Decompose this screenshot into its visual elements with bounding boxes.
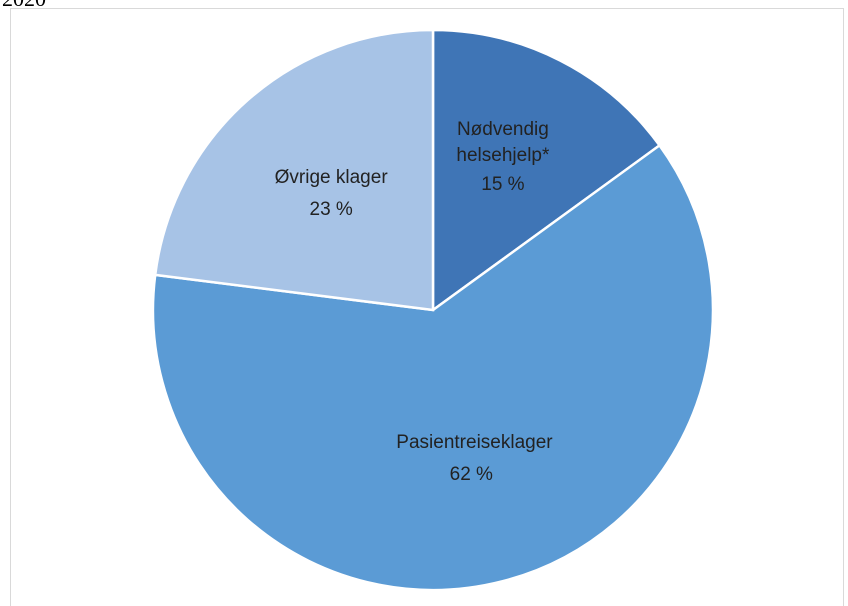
slice-value: 62 % <box>449 464 493 486</box>
chart-frame <box>10 8 844 606</box>
slice-value: 23 % <box>309 199 353 221</box>
slice-value: 15 % <box>481 173 525 195</box>
pie-slice <box>151 143 715 592</box>
slice-label: Øvrige klager <box>274 167 388 189</box>
slice-label: Nødvendig helsehjelp* <box>456 118 550 166</box>
pie-slice <box>431 28 662 313</box>
slice-label: Pasientreiseklager <box>396 432 553 454</box>
page-title: 2020 <box>2 0 46 12</box>
pie-slice <box>153 28 435 312</box>
